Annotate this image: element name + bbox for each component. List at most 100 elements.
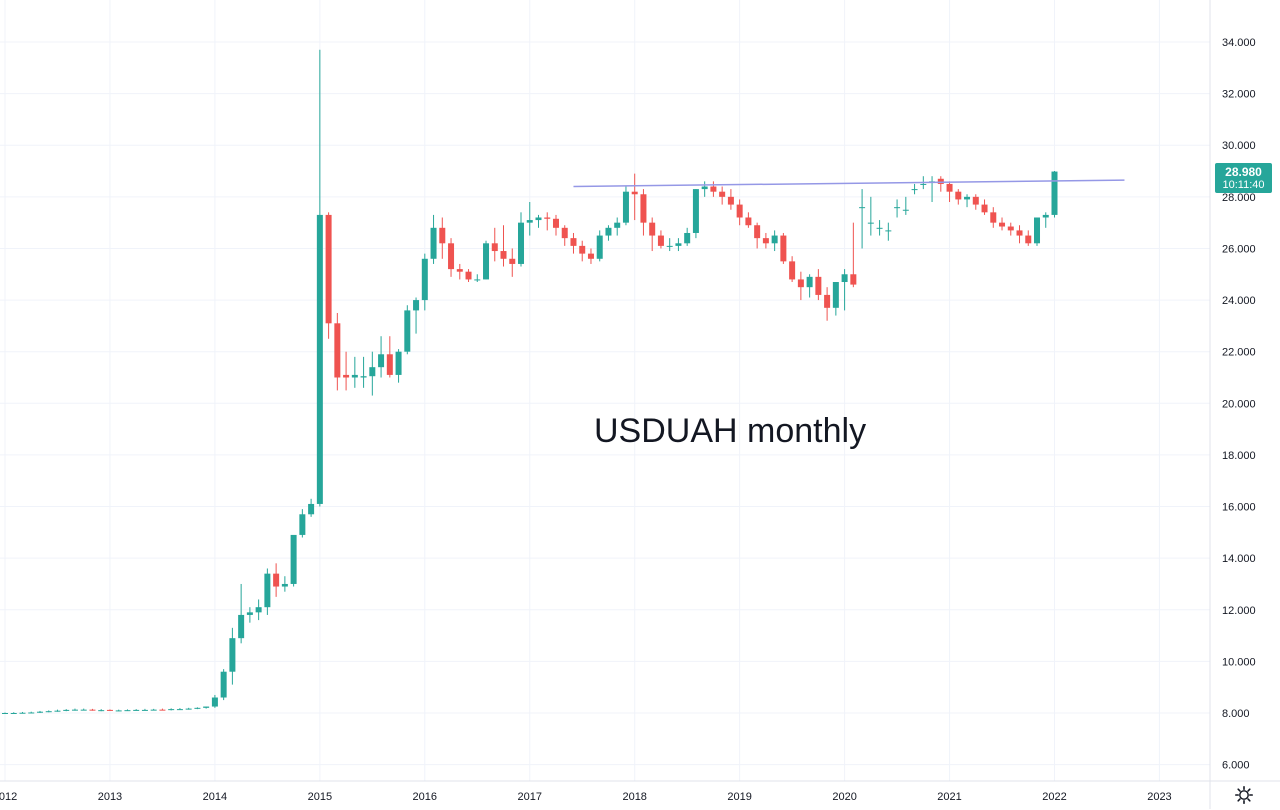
candle-body: [360, 376, 367, 378]
candle-body: [150, 709, 157, 711]
y-tick-label: 14.000: [1222, 553, 1256, 565]
candle-body: [727, 196, 734, 205]
candle-body: [1016, 230, 1023, 236]
candle-body: [491, 243, 498, 252]
x-tick-label: 2014: [203, 791, 227, 803]
last-price-value: 28.980: [1225, 165, 1262, 179]
candle-body: [964, 196, 971, 200]
candle-body: [815, 276, 822, 295]
candle-body: [841, 274, 848, 283]
candle-body: [1042, 214, 1049, 218]
x-tick-label: 2018: [622, 791, 646, 803]
candle-body: [605, 227, 612, 236]
candle-body: [902, 209, 909, 211]
candle-body: [141, 709, 148, 711]
candle-body: [535, 217, 542, 221]
bar-countdown: 10:11:40: [1222, 179, 1265, 191]
x-tick-label: 2017: [518, 791, 542, 803]
chart-title: USDUAH monthly: [594, 412, 867, 450]
candle-body: [238, 614, 245, 639]
candle-body: [972, 196, 979, 205]
candle-body: [386, 354, 393, 375]
candle-body: [395, 351, 402, 375]
y-tick-label: 20.000: [1222, 398, 1256, 410]
candle-body: [771, 235, 778, 244]
candle-body: [675, 243, 682, 246]
candle-body: [552, 218, 559, 228]
candle-body: [797, 279, 804, 288]
candle-body: [561, 227, 568, 239]
candle-body: [1034, 217, 1041, 244]
candle-body: [859, 207, 866, 209]
trendline: [573, 179, 1125, 188]
candle-body: [474, 279, 481, 281]
candle-body: [937, 178, 944, 184]
candle-body: [701, 186, 708, 190]
candle-body: [955, 191, 962, 200]
chart-settings-button[interactable]: [1234, 785, 1254, 805]
y-tick-label: 6.000: [1222, 760, 1250, 772]
y-tick-label: 16.000: [1222, 502, 1256, 514]
y-tick-label: 26.000: [1222, 243, 1256, 255]
y-tick-label: 34.000: [1222, 37, 1256, 49]
candle-body: [570, 238, 577, 246]
candle-body: [649, 222, 656, 236]
candle-body: [981, 204, 988, 213]
candle-body: [316, 214, 323, 504]
y-tick-label: 24.000: [1222, 295, 1256, 307]
candle-body: [28, 712, 35, 714]
candle-body: [754, 225, 761, 239]
candle-body: [666, 245, 673, 247]
candle-body: [456, 269, 463, 272]
candle-body: [439, 227, 446, 244]
y-tick-label: 8.000: [1222, 708, 1250, 720]
candle-body: [710, 186, 717, 192]
last-price-badge: 28.980 10:11:40: [1215, 163, 1272, 193]
candle-body: [421, 258, 428, 301]
candle-body: [2, 713, 8, 714]
x-tick-label: 2019: [727, 791, 751, 803]
candle-body: [544, 217, 551, 219]
candle-body: [614, 222, 621, 228]
candle-body: [719, 191, 726, 197]
candle-body: [736, 204, 743, 218]
candle-body: [185, 708, 192, 710]
y-tick-label: 32.000: [1222, 89, 1256, 101]
candle-body: [850, 274, 857, 285]
candle-body: [579, 245, 586, 254]
candle-body: [824, 294, 831, 308]
candle-body: [509, 258, 516, 264]
candle-body: [133, 709, 140, 711]
candle-body: [430, 227, 437, 259]
candle-body: [325, 214, 332, 324]
candle-body: [867, 222, 874, 224]
candle-body: [36, 711, 43, 713]
y-tick-label: 10.000: [1222, 656, 1256, 668]
candle-body: [692, 189, 699, 233]
candle-body: [211, 697, 218, 707]
candle-body: [246, 612, 253, 615]
candle-body: [806, 276, 813, 288]
candle-body: [159, 709, 166, 711]
candle-body: [203, 706, 210, 708]
candle-body: [45, 711, 52, 713]
candles: [2, 49, 1058, 714]
candle-body: [640, 194, 647, 223]
x-tick-label: 2016: [413, 791, 437, 803]
candle-body: [518, 222, 525, 264]
y-tick-label: 30.000: [1222, 140, 1256, 152]
candle-body: [587, 253, 594, 259]
candle-body: [71, 709, 78, 711]
grid-lines: [0, 0, 1210, 781]
candle-body: [920, 183, 927, 185]
candle-body: [168, 709, 175, 711]
x-tick-label: 2012: [0, 791, 17, 803]
candle-body: [745, 217, 752, 226]
x-tick-label: 2022: [1042, 791, 1066, 803]
candle-body: [194, 707, 201, 709]
candle-body: [124, 710, 131, 712]
candle-body: [832, 282, 839, 308]
candle-body: [911, 189, 918, 191]
